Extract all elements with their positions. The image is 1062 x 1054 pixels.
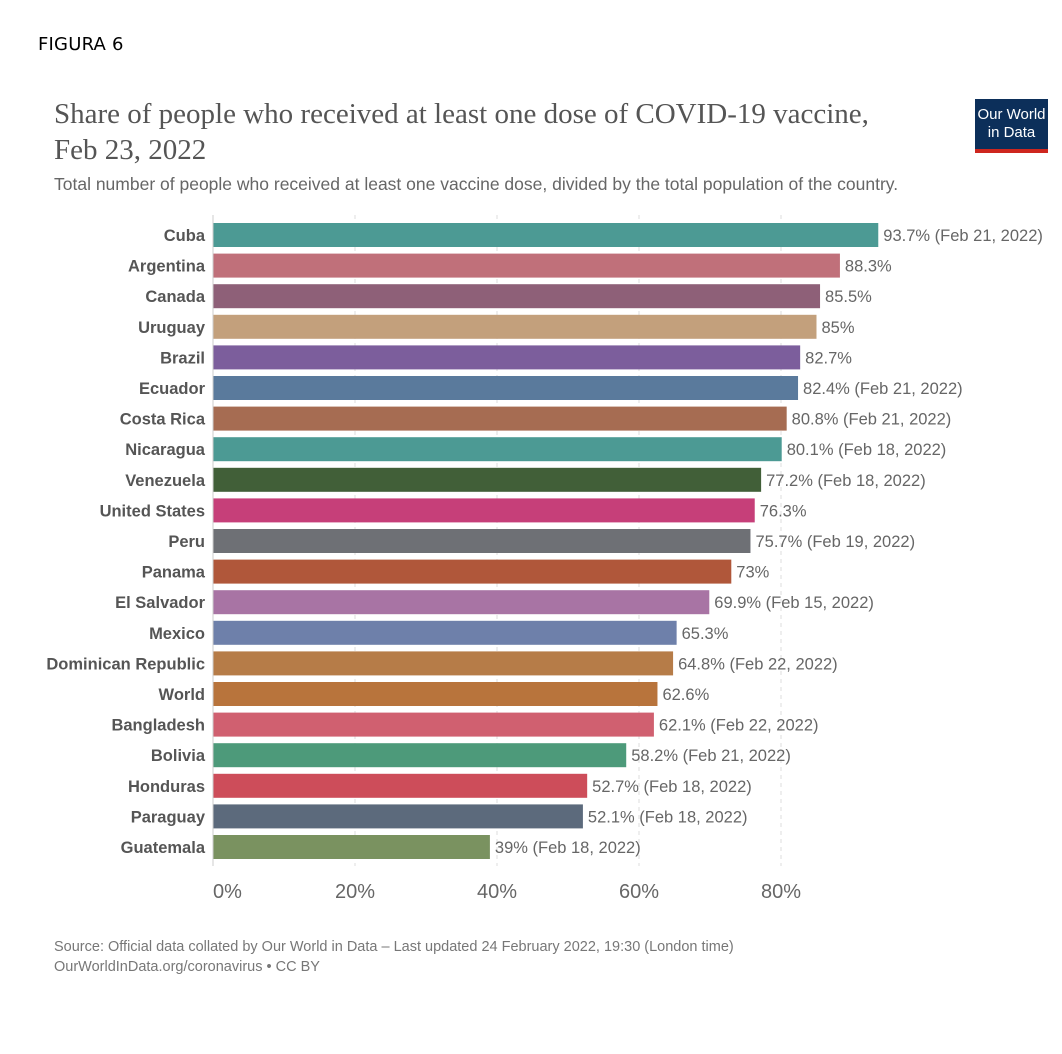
- category-label-12: El Salvador: [115, 594, 205, 612]
- value-label-19: 52.1% (Feb 18, 2022): [588, 808, 748, 826]
- bar-6: [213, 406, 787, 431]
- figure-label: FIGURA 6: [38, 34, 124, 55]
- value-label-15: 62.6%: [662, 686, 709, 704]
- category-label-19: Paraguay: [131, 808, 206, 826]
- bar-5: [213, 376, 799, 400]
- category-label-15: World: [159, 686, 205, 704]
- category-label-0: Cuba: [164, 227, 206, 245]
- value-label-5: 82.4% (Feb 21, 2022): [803, 380, 963, 398]
- chart-title: Share of people who received at least on…: [54, 98, 869, 166]
- value-label-4: 82.7%: [805, 349, 852, 367]
- logo-line-1: Our World: [977, 106, 1046, 123]
- bar-3: [213, 314, 817, 339]
- category-label-16: Bangladesh: [111, 717, 205, 735]
- value-label-18: 52.7% (Feb 18, 2022): [592, 778, 752, 796]
- category-label-14: Dominican Republic: [46, 655, 205, 673]
- bar-15: [213, 682, 658, 706]
- category-label-4: Brazil: [160, 349, 205, 367]
- bar-18: [213, 773, 588, 798]
- value-label-14: 64.8% (Feb 22, 2022): [678, 655, 838, 673]
- value-label-1: 88.3%: [845, 258, 892, 276]
- bar-12: [213, 590, 710, 615]
- value-label-10: 75.7% (Feb 19, 2022): [755, 533, 915, 551]
- credit-link[interactable]: OurWorldInData.org/coronavirus • CC BY: [54, 959, 320, 975]
- owid-logo[interactable]: Our World in Data: [975, 99, 1048, 153]
- category-label-6: Costa Rica: [120, 411, 206, 429]
- category-label-17: Bolivia: [151, 747, 206, 765]
- value-label-16: 62.1% (Feb 22, 2022): [659, 717, 819, 735]
- bar-0: [213, 223, 879, 247]
- category-label-11: Panama: [142, 564, 206, 582]
- bar-9: [213, 498, 755, 523]
- x-tick-label-40: 40%: [477, 881, 517, 903]
- chart-subtitle: Total number of people who received at l…: [54, 174, 899, 194]
- x-tick-label-60: 60%: [619, 881, 659, 903]
- value-label-7: 80.1% (Feb 18, 2022): [787, 441, 947, 459]
- bar-20: [213, 835, 490, 859]
- category-label-3: Uruguay: [138, 319, 206, 337]
- bar-7: [213, 437, 782, 462]
- value-label-6: 80.8% (Feb 21, 2022): [792, 411, 952, 429]
- value-label-12: 69.9% (Feb 15, 2022): [714, 594, 874, 612]
- x-tick-label-80: 80%: [761, 881, 801, 903]
- value-label-9: 76.3%: [760, 502, 807, 520]
- bar-13: [213, 620, 677, 645]
- value-label-11: 73%: [736, 564, 769, 582]
- category-label-20: Guatemala: [121, 839, 206, 857]
- category-label-10: Peru: [168, 533, 205, 551]
- x-tick-label-0: 0%: [213, 881, 242, 903]
- category-label-2: Canada: [145, 288, 205, 306]
- logo-line-2: in Data: [987, 124, 1036, 141]
- value-label-0: 93.7% (Feb 21, 2022): [883, 227, 1043, 245]
- chart-footer: Source: Official data collated by Our Wo…: [54, 937, 734, 977]
- bar-2: [213, 284, 821, 309]
- category-label-7: Nicaragua: [125, 441, 206, 459]
- value-label-3: 85%: [822, 319, 855, 337]
- category-label-5: Ecuador: [139, 380, 206, 398]
- category-label-18: Honduras: [128, 778, 205, 796]
- value-label-2: 85.5%: [825, 288, 872, 306]
- bar-16: [213, 712, 654, 737]
- bar-8: [213, 467, 762, 492]
- category-label-1: Argentina: [128, 258, 206, 276]
- bar-1: [213, 253, 840, 278]
- bar-10: [213, 529, 751, 553]
- x-tick-label-20: 20%: [335, 881, 375, 903]
- bar-4: [213, 345, 801, 370]
- bar-11: [213, 559, 732, 584]
- category-label-9: United States: [100, 502, 205, 520]
- category-label-13: Mexico: [149, 625, 205, 643]
- bar-17: [213, 743, 627, 768]
- value-label-17: 58.2% (Feb 21, 2022): [631, 747, 791, 765]
- value-label-13: 65.3%: [682, 625, 729, 643]
- bar-14: [213, 651, 674, 676]
- category-label-8: Venezuela: [125, 472, 206, 490]
- value-label-20: 39% (Feb 18, 2022): [495, 839, 641, 857]
- bar-19: [213, 804, 583, 829]
- value-label-8: 77.2% (Feb 18, 2022): [766, 472, 926, 490]
- source-note: Source: Official data collated by Our Wo…: [54, 939, 734, 955]
